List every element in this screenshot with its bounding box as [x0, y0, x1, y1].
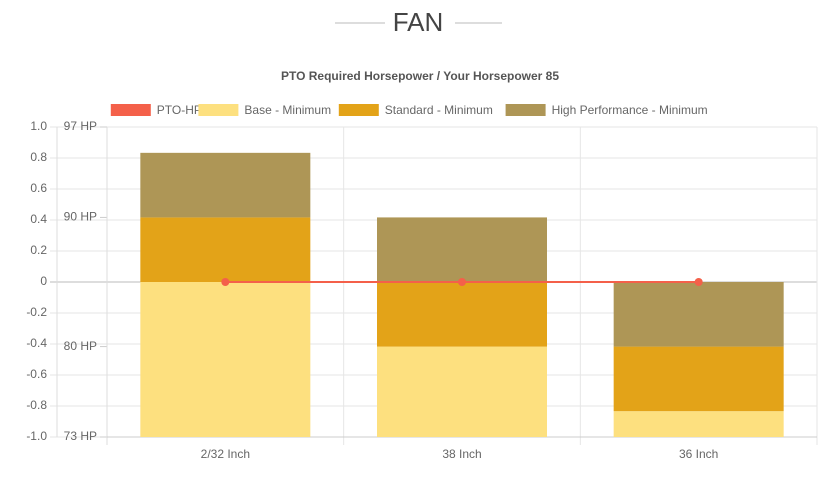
y2-tick-label: 80 HP	[64, 339, 97, 353]
legend-label: Base - Minimum	[244, 103, 331, 117]
bar-segment	[613, 282, 784, 347]
bar-segment	[613, 346, 784, 412]
legend-swatch	[198, 104, 239, 116]
y-tick-label: 0.8	[30, 150, 47, 164]
bar-segment	[613, 411, 784, 437]
chart-title: PTO Required Horsepower / Your Horsepowe…	[281, 69, 559, 83]
y-tick-label: -0.2	[26, 305, 47, 319]
y-tick-label: 0.2	[30, 243, 47, 257]
y2-tick-label: 90 HP	[64, 210, 97, 224]
y2-tick-label: 73 HP	[64, 429, 97, 443]
legend-label: High Performance - Minimum	[552, 103, 708, 117]
y2-tick-label: 97 HP	[64, 119, 97, 133]
line-point	[458, 278, 466, 286]
y-tick-label: 0.4	[30, 212, 47, 226]
x-tick-label: 36 Inch	[679, 447, 718, 461]
legend-swatch	[338, 104, 379, 116]
bar-segment	[377, 282, 547, 347]
y-tick-label: -0.6	[26, 367, 47, 381]
legend-swatch	[505, 104, 546, 116]
line-point	[221, 278, 230, 286]
x-tick-label: 38 Inch	[442, 447, 481, 461]
line-point	[694, 278, 703, 286]
bar-segment	[140, 152, 311, 218]
bar-segment	[377, 217, 547, 282]
y-tick-label: 0.6	[30, 181, 47, 195]
bar-segment	[140, 217, 311, 282]
y-tick-label: 1.0	[30, 119, 47, 133]
y-tick-label: 0	[40, 274, 47, 288]
y-tick-label: -0.8	[26, 398, 47, 412]
page-title: FAN	[393, 7, 444, 37]
legend-label: Standard - Minimum	[385, 103, 493, 117]
x-tick-label: 2/32 Inch	[201, 447, 250, 461]
legend-label: PTO-HP	[157, 103, 202, 117]
legend-swatch	[110, 104, 151, 116]
bar-segment	[140, 282, 311, 437]
bar-segment	[377, 346, 547, 437]
y-tick-label: -1.0	[26, 429, 47, 443]
y-tick-label: -0.4	[26, 336, 47, 350]
